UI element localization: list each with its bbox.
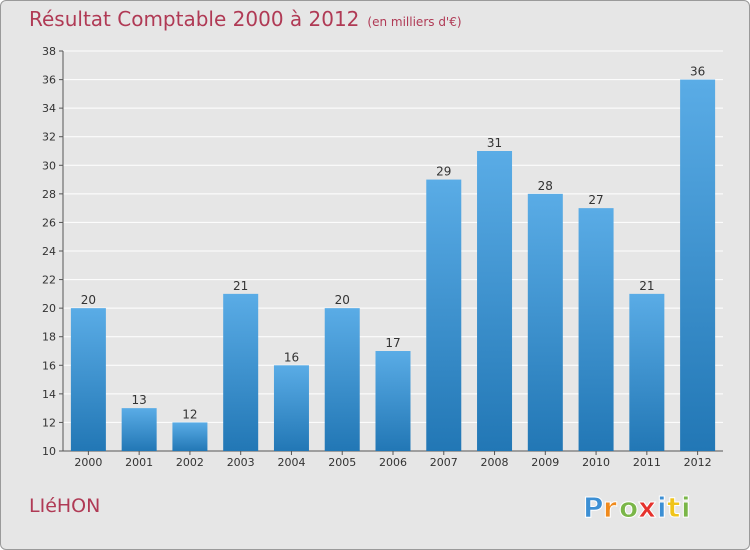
bars: 20 13 12 21 16 20 17 29 31 28 27 21 36 [70, 65, 716, 452]
y-tick-label: 12 [42, 416, 56, 429]
x-tick-label: 2010 [582, 456, 610, 469]
x-tick-label: 2008 [481, 456, 509, 469]
x-tick-label: 2003 [227, 456, 255, 469]
data-label: 36 [690, 65, 705, 79]
y-tick-label: 18 [42, 331, 56, 344]
bar [324, 308, 360, 451]
x-tick-label: 2009 [531, 456, 559, 469]
bar [477, 151, 513, 451]
bar [70, 308, 106, 451]
data-label: 21 [639, 279, 654, 293]
y-tick-label: 16 [42, 359, 56, 372]
bar [375, 351, 411, 451]
svg-text:x: x [638, 491, 656, 524]
data-label: 16 [284, 350, 299, 364]
y-axis-ticks: 10 12 14 16 18 20 22 24 26 28 30 32 34 36 38 [42, 45, 63, 458]
proxiti-logo: P r o x i t i [583, 491, 691, 525]
bar [578, 208, 614, 451]
y-tick-label: 20 [42, 302, 56, 315]
y-tick-label: 10 [42, 445, 56, 458]
y-tick-label: 32 [42, 131, 56, 144]
y-tick-label: 26 [42, 216, 56, 229]
data-label: 13 [132, 393, 147, 407]
svg-text:i: i [657, 491, 667, 524]
data-label: 31 [487, 136, 502, 150]
x-tick-label: 2007 [430, 456, 458, 469]
y-tick-label: 34 [42, 102, 56, 115]
y-tick-label: 22 [42, 274, 56, 287]
y-tick-label: 30 [42, 159, 56, 172]
chart-title-text: Résultat Comptable 2000 à 2012 [29, 7, 360, 31]
y-tick-label: 24 [42, 245, 56, 258]
svg-text:r: r [603, 491, 617, 524]
x-tick-label: 2004 [277, 456, 305, 469]
chart-subtitle: (en milliers d'€) [367, 15, 462, 29]
data-label: 27 [588, 193, 603, 207]
data-label: 29 [436, 165, 451, 179]
svg-text:t: t [667, 491, 680, 524]
bar [629, 293, 665, 451]
svg-text:i: i [681, 491, 691, 524]
data-label: 20 [81, 293, 96, 307]
bar [527, 193, 563, 451]
bar [273, 365, 309, 451]
data-label: 17 [385, 336, 400, 350]
bar [172, 422, 208, 451]
bar [680, 79, 716, 452]
x-tick-label: 2001 [125, 456, 153, 469]
x-tick-label: 2000 [74, 456, 102, 469]
data-label: 21 [233, 279, 248, 293]
town-name: LIéHON [29, 495, 101, 517]
x-tick-label: 2002 [176, 456, 204, 469]
chart-title: Résultat Comptable 2000 à 2012 (en millie… [29, 7, 462, 31]
x-tick-label: 2012 [684, 456, 712, 469]
data-label: 20 [335, 293, 350, 307]
y-tick-label: 38 [42, 45, 56, 58]
y-tick-label: 36 [42, 74, 56, 87]
x-tick-label: 2006 [379, 456, 407, 469]
y-tick-label: 14 [42, 388, 56, 401]
svg-text:o: o [619, 491, 638, 524]
y-tick-label: 28 [42, 188, 56, 201]
bar [426, 179, 462, 452]
svg-text:P: P [583, 491, 604, 524]
bar [223, 293, 259, 451]
x-axis-ticks: 2000 2001 2002 2003 2004 2005 2006 2007 2008 2009… [74, 451, 712, 469]
bar [121, 408, 157, 451]
data-label: 12 [182, 407, 197, 421]
data-label: 28 [538, 179, 553, 193]
x-tick-label: 2011 [633, 456, 661, 469]
x-tick-label: 2005 [328, 456, 356, 469]
